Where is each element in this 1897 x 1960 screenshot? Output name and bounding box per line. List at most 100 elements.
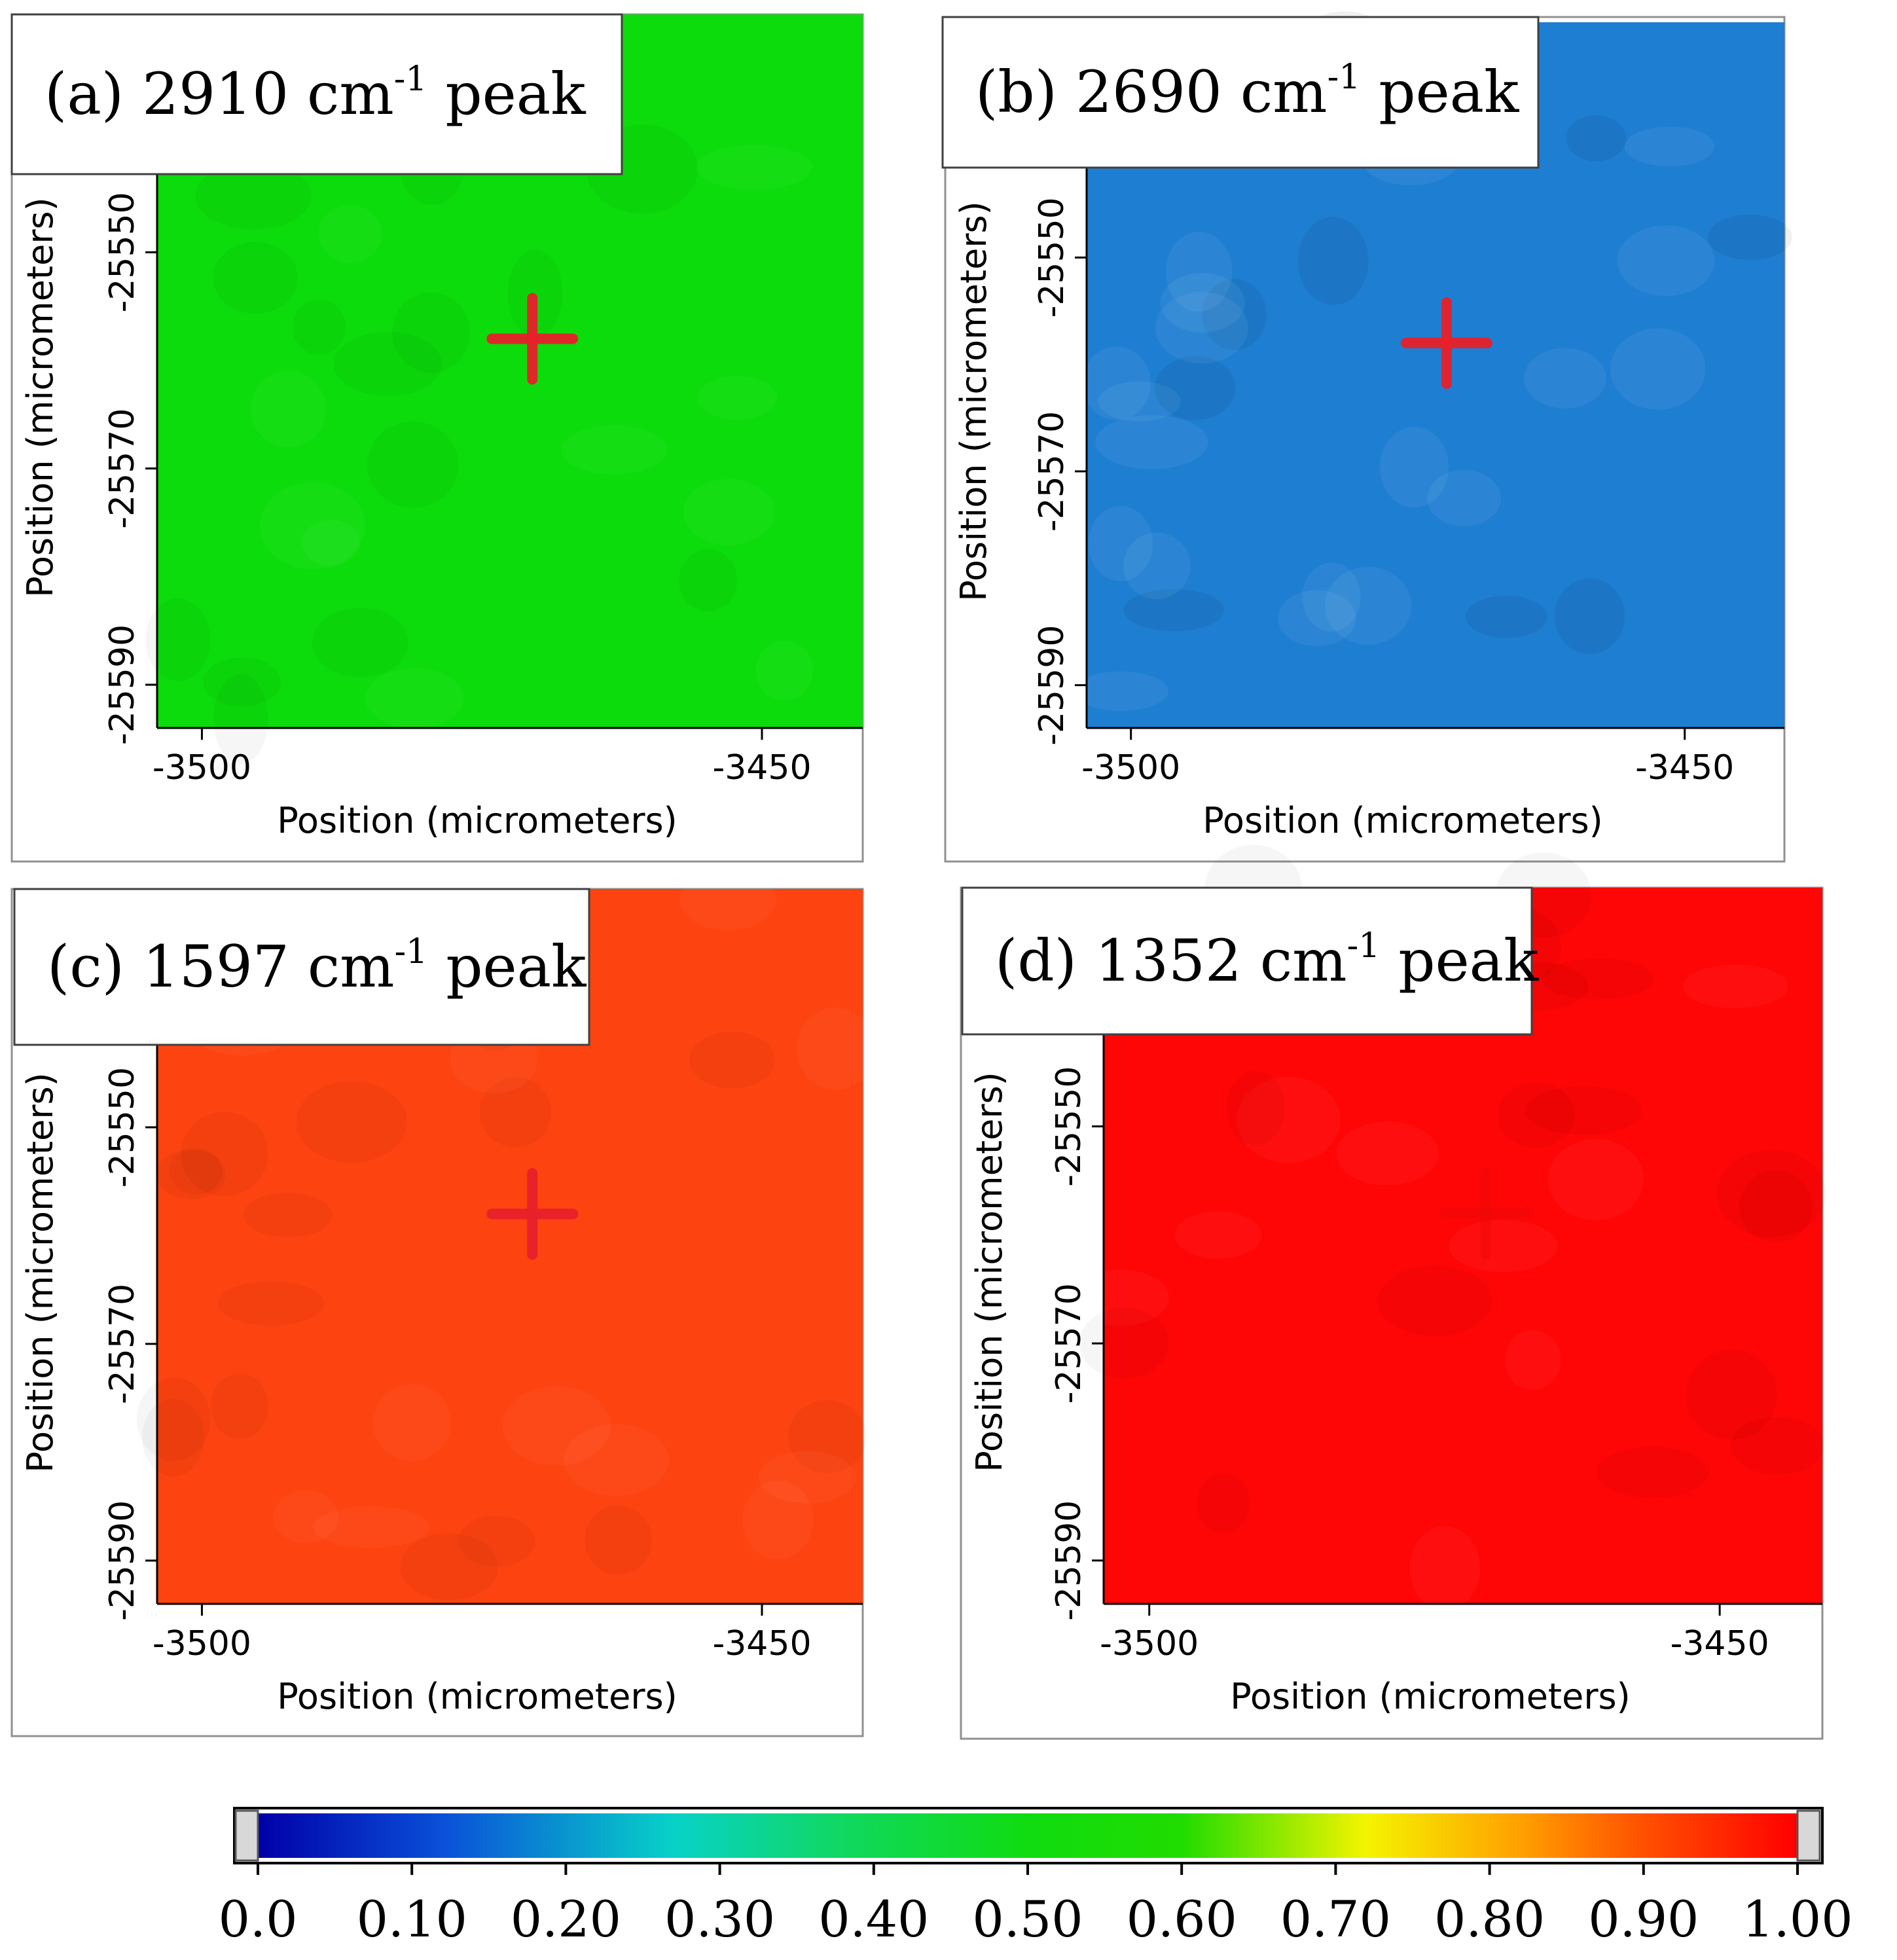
panel-title-main: (a) 2910 cm [45,60,394,128]
colorbar-bar [258,1813,1798,1858]
x-axis-label: Position (micrometers) [1202,800,1602,841]
heatmap-texture-blob [1098,381,1181,422]
cross-marker [1400,297,1492,389]
heatmap-texture-blob [1380,427,1449,508]
heatmap-texture-blob [679,549,738,612]
panel-title: (d) 1352 cm-1 peak [995,926,1539,994]
panel-title-superscript: -1 [394,60,427,99]
panel-title-main: (d) 1352 cm [995,927,1347,994]
panel-c: -3500 -3450 -25550 -25570 -25590 Position (mi… [10,888,874,1737]
x-tick-label: -3450 [712,1624,811,1663]
heatmap-texture-blob [1082,346,1151,420]
heatmap-texture-blob [319,205,382,262]
panel-title-suffix: peak [427,60,586,128]
heatmap-texture-blob [1597,1447,1708,1498]
panel-title-main: (b) 2690 cm [975,58,1328,126]
heatmap-texture-blob [334,332,443,396]
colorbar-min-handle[interactable] [234,1809,259,1862]
colorbar-tick-label: 0.80 [1434,1890,1545,1948]
heatmap-texture-blob [1278,590,1356,647]
y-tick-label: -25570 [103,408,142,529]
colorbar-tick-label: 0.90 [1588,1890,1699,1948]
panel-title-main: (c) 1597 cm [47,933,395,1000]
heatmap-texture-blob [756,641,813,701]
heatmap-texture-blob [373,1384,451,1461]
x-tick-label: -3450 [1635,748,1734,788]
heatmap-texture-blob [1160,273,1245,333]
colorbar-tick-label: 0.10 [357,1890,467,1948]
heatmap-texture-blob [293,300,346,355]
heatmap-texture-blob [1123,532,1191,600]
heatmap-texture-blob [1625,126,1715,167]
x-tick-label: -3500 [1100,1624,1199,1663]
y-axis-label: Position (micrometers) [969,1072,1010,1472]
heatmap-texture-blob [1302,562,1361,632]
heatmap-texture-blob [561,426,667,474]
cross-marker [486,1168,579,1260]
panel-title-suffix: peak [1360,58,1519,126]
panel-title: (b) 2690 cm-1 peak [975,58,1519,126]
x-tick-label: -3500 [1081,748,1180,788]
panel-title: (c) 1597 cm-1 peak [47,932,587,1000]
heatmap-texture-blob [683,479,774,545]
heatmap-texture-blob [788,1400,867,1473]
heatmap-texture-blob [146,598,211,681]
heatmap-texture-blob [1686,1350,1777,1440]
x-axis-label: Position (micrometers) [277,1676,677,1717]
heatmap-texture-blob [1610,328,1706,410]
panel-title: (a) 2910 cm-1 peak [45,60,586,128]
y-tick-label: -25550 [103,192,142,312]
panel-title-suffix: peak [1380,927,1539,994]
heatmap-texture-blob [1683,964,1788,1008]
heatmap-texture-blob [142,1399,204,1477]
colorbar-max-handle[interactable] [1796,1809,1821,1862]
colorbar: 0.0 0.10 0.20 0.30 0.40 0.50 0.60 0.70 0.80 0.90 1… [219,1807,1853,1948]
heatmap-texture-blob [1165,232,1233,312]
heatmap-texture-blob [1237,1077,1340,1163]
y-axis-label: Position (micrometers) [953,201,994,601]
y-tick-label: -25550 [103,1067,142,1188]
heatmap-texture-blob [1566,115,1627,162]
heatmap-texture-blob [480,1077,552,1147]
heatmap-texture-blob [1072,671,1169,711]
x-axis-label: Position (micrometers) [1230,1676,1630,1717]
y-axis-label: Position (micrometers) [20,197,61,597]
heatmap-texture-blob [742,1481,813,1559]
heatmap-texture-blob [367,422,459,508]
heatmap-texture-blob [365,668,464,729]
y-tick-label: -25570 [103,1284,142,1404]
colorbar-tick-label: 1.00 [1742,1890,1852,1948]
heatmap-texture-blob [1617,225,1715,297]
heatmap-texture-blob [1449,1220,1557,1273]
heatmap-texture-blob [797,1007,874,1090]
heatmap-texture-blob [1707,214,1792,261]
heatmap-texture-blob [1174,1211,1261,1258]
heatmap-texture-blob [1324,566,1412,645]
heatmap-texture-blob [400,1533,498,1600]
colorbar-tick-label: 0.30 [664,1890,775,1948]
x-tick-label: -3500 [153,748,251,788]
y-tick-label: -25590 [103,1500,142,1621]
y-axis-label: Position (micrometers) [20,1072,61,1472]
heatmap-texture-blob [1410,1526,1480,1610]
heatmap-texture-blob [585,1505,652,1574]
x-tick-label: -3450 [712,748,811,788]
heatmap-texture-blob [312,608,408,678]
panel-title-superscript: -1 [1328,58,1361,97]
heatmap-texture-blob [296,1081,406,1163]
y-tick-label: -25550 [1032,197,1072,318]
panel-b: -3500 -3450 -25550 -25570 -25590 Position (mi… [941,11,1792,863]
heatmap-texture-blob [1202,279,1267,350]
panel-a: -3500 -3450 -25550 -25570 -25590 Position (mi… [10,13,864,863]
y-tick-label: -25590 [1049,1500,1089,1621]
heatmap-texture-blob [1526,1086,1642,1136]
heatmap-texture-blob [211,1373,268,1440]
heatmap-texture-blob [1505,1330,1561,1390]
heatmap-texture-blob [213,242,298,314]
heatmap-texture-blob [1524,348,1606,409]
heatmap-texture-blob [1088,505,1153,581]
heatmap-texture-blob [302,520,360,566]
heatmap-texture-blob [251,371,326,447]
x-tick-label: -3450 [1671,1624,1769,1663]
panel-title-box [961,886,1533,1036]
